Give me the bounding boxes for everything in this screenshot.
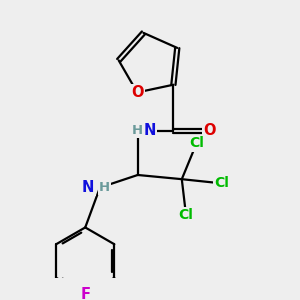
Text: Cl: Cl bbox=[189, 136, 204, 151]
Text: O: O bbox=[131, 85, 143, 100]
Text: O: O bbox=[203, 123, 215, 138]
Text: Cl: Cl bbox=[214, 176, 229, 190]
Text: N: N bbox=[143, 123, 156, 138]
Text: H: H bbox=[99, 181, 110, 194]
Text: Cl: Cl bbox=[178, 208, 194, 222]
Text: F: F bbox=[80, 287, 90, 300]
Text: N: N bbox=[82, 180, 94, 195]
Text: H: H bbox=[132, 124, 143, 137]
